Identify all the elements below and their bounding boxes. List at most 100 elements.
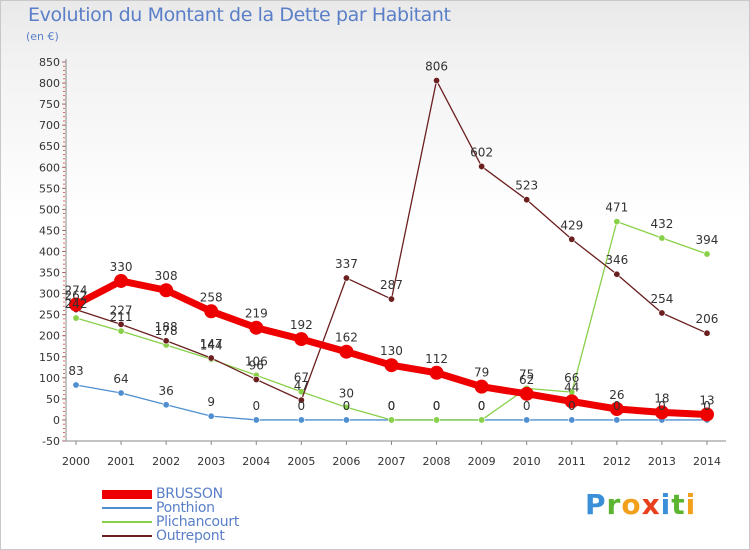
data-point-outrepont: [342, 274, 350, 282]
data-label-plichancourt: 144: [200, 338, 223, 352]
data-point-outrepont: [252, 376, 260, 384]
data-point-brusson: [519, 386, 534, 401]
data-point-plichancourt: [117, 327, 125, 335]
data-point-ponthion: [613, 416, 621, 424]
data-label-plichancourt: 106: [245, 354, 268, 368]
y-tick-label: 200: [39, 330, 60, 343]
y-tick-label: 150: [39, 351, 60, 364]
data-label-ponthion: 0: [703, 399, 711, 413]
data-label-outrepont: 602: [470, 145, 493, 159]
data-point-ponthion: [252, 416, 260, 424]
data-label-ponthion: 0: [523, 399, 531, 413]
legend-label: Outrepont: [156, 528, 225, 544]
legend-label: Ponthion: [156, 500, 215, 516]
x-tick-label: 2007: [377, 455, 405, 468]
data-point-ponthion: [297, 416, 305, 424]
data-point-plichancourt: [387, 416, 395, 424]
data-label-ponthion: 0: [252, 399, 260, 413]
data-point-brusson: [429, 365, 444, 380]
x-tick-label: 2003: [197, 455, 225, 468]
x-tick-label: 2002: [152, 455, 180, 468]
y-tick-label: 800: [39, 77, 60, 90]
y-tick-label: 400: [39, 246, 60, 259]
data-point-ponthion: [72, 381, 80, 389]
proxiti-logo: Proxiti: [585, 488, 697, 521]
data-point-outrepont: [478, 162, 486, 170]
data-point-brusson: [69, 297, 83, 312]
data-point-outrepont: [387, 295, 395, 303]
x-tick-label: 2008: [423, 455, 451, 468]
y-tick-label: 250: [39, 309, 60, 322]
data-label-ponthion: 64: [113, 372, 128, 386]
data-label-ponthion: 0: [388, 399, 396, 413]
chart-unit-label: (en €): [26, 30, 59, 43]
y-tick-label: 100: [39, 372, 60, 385]
data-point-brusson: [294, 332, 309, 347]
data-label-ponthion: 9: [207, 395, 215, 409]
data-label-outrepont: 262: [65, 289, 88, 303]
data-point-brusson: [384, 358, 399, 373]
data-label-plichancourt: 75: [519, 367, 534, 381]
data-point-outrepont: [162, 337, 170, 345]
data-point-outrepont: [433, 77, 441, 85]
data-label-outrepont: 429: [560, 218, 583, 232]
data-point-outrepont: [117, 320, 125, 328]
legend-swatch: [102, 535, 152, 537]
y-tick-label: 50: [46, 393, 60, 406]
data-label-brusson: 274: [65, 284, 88, 298]
data-label-plichancourt: 471: [605, 201, 628, 215]
data-label-brusson: 162: [335, 331, 358, 345]
y-tick-label: 500: [39, 203, 60, 216]
data-point-ponthion: [342, 416, 350, 424]
legend-swatch: [102, 490, 152, 499]
data-label-plichancourt: 211: [110, 310, 133, 324]
legend-swatch: [102, 521, 152, 523]
data-label-plichancourt: 66: [564, 371, 579, 385]
legend-label: Plichancourt: [156, 514, 240, 530]
data-label-brusson: 44: [564, 380, 579, 394]
data-label-brusson: 62: [519, 373, 534, 387]
data-point-outrepont: [703, 329, 711, 337]
data-label-ponthion: 0: [343, 399, 351, 413]
x-tick-label: 2000: [62, 455, 90, 468]
data-label-plichancourt: 394: [696, 233, 719, 247]
data-point-brusson: [204, 304, 219, 319]
data-label-plichancourt: 30: [339, 386, 354, 400]
data-point-plichancourt: [613, 218, 621, 226]
data-point-plichancourt: [433, 416, 441, 424]
data-point-outrepont: [658, 309, 666, 317]
x-tick-label: 2010: [513, 455, 541, 468]
data-point-ponthion: [117, 389, 125, 397]
data-label-ponthion: 0: [568, 399, 576, 413]
data-point-outrepont: [297, 396, 305, 404]
data-label-plichancourt: 178: [155, 324, 178, 338]
data-label-ponthion: 0: [433, 399, 441, 413]
y-tick-label: 700: [39, 119, 60, 132]
data-label-outrepont: 254: [650, 292, 673, 306]
data-label-plichancourt: 432: [650, 217, 673, 231]
data-label-outrepont: 806: [425, 60, 448, 74]
data-point-ponthion: [162, 401, 170, 409]
data-label-outrepont: 47: [294, 379, 309, 393]
data-label-ponthion: 0: [658, 399, 666, 413]
data-label-outrepont: 337: [335, 257, 358, 271]
x-tick-label: 2014: [693, 455, 721, 468]
y-tick-label: 300: [39, 288, 60, 301]
data-point-brusson: [474, 379, 489, 394]
legend-label: BRUSSON: [156, 486, 223, 502]
y-tick-label: 350: [39, 267, 60, 280]
data-label-brusson: 308: [155, 269, 178, 283]
data-label-outrepont: 188: [155, 320, 178, 334]
data-label-outrepont: 227: [110, 303, 133, 317]
data-label-brusson: 13: [699, 393, 714, 407]
data-point-outrepont: [613, 270, 621, 278]
x-tick-label: 2006: [332, 455, 360, 468]
data-point-plichancourt: [72, 314, 80, 322]
data-label-brusson: 26: [609, 388, 624, 402]
y-tick-label: 0: [53, 414, 60, 427]
data-label-brusson: 330: [110, 260, 133, 274]
data-point-brusson: [114, 273, 129, 288]
data-label-ponthion: 36: [158, 384, 173, 398]
data-point-ponthion: [523, 416, 531, 424]
y-tick-label: 450: [39, 224, 60, 237]
